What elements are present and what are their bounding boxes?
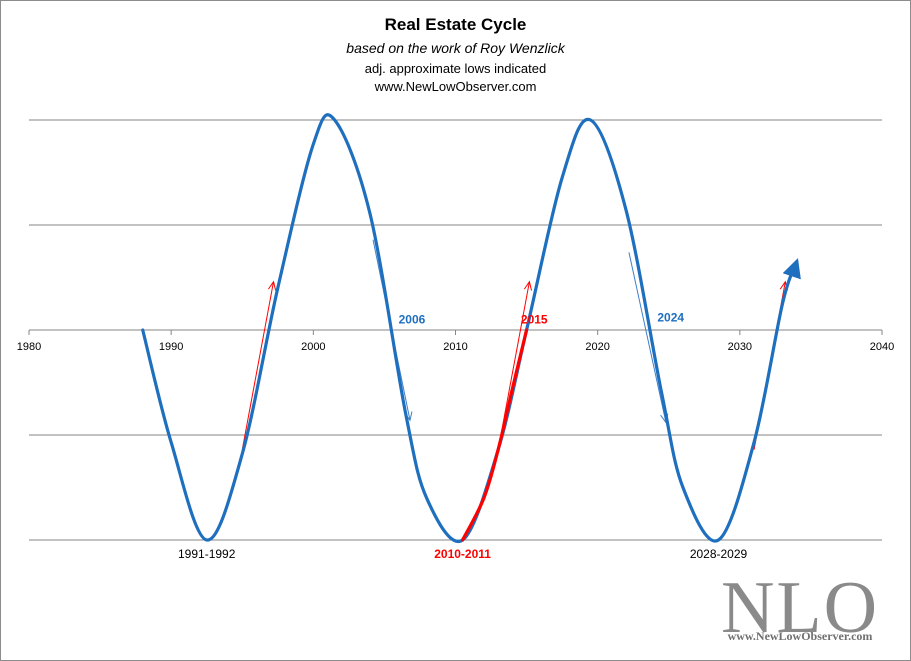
- low-label: 1991-1992: [178, 547, 236, 561]
- chart-title: Real Estate Cycle: [384, 15, 527, 34]
- cycle-line: [141, 113, 801, 544]
- year-label: 2006: [399, 313, 426, 327]
- x-tick-label: 2040: [870, 341, 894, 353]
- down-arrow-shaft: [628, 252, 667, 423]
- chart-subtitle-2: adj. approximate lows indicated: [364, 61, 547, 76]
- up-arrow: [241, 280, 277, 450]
- up-arrow-head: [268, 280, 277, 291]
- chart-website: www.NewLowObserver.com: [374, 79, 537, 94]
- low-label: 2028-2029: [690, 547, 748, 561]
- nlo-logo-url: www.NewLowObserver.com: [728, 629, 873, 643]
- chart-subtitle: based on the work of Roy Wenzlick: [346, 40, 565, 56]
- year-label: 2015: [521, 313, 548, 327]
- year-label: 2024: [657, 311, 684, 325]
- cycle-line-highlight: [461, 328, 529, 542]
- x-tick-label: 1990: [159, 341, 183, 353]
- nlo-logo-text: NLO: [721, 567, 879, 649]
- x-tick-label: 2030: [728, 341, 752, 353]
- nlo-logo: NLO www.NewLowObserver.com: [721, 567, 879, 649]
- x-tick-label: 1980: [17, 341, 41, 353]
- up-arrow-head: [523, 280, 533, 291]
- x-tick-label: 2010: [443, 341, 467, 353]
- x-tick-label: 2020: [585, 341, 609, 353]
- up-arrow-shaft: [241, 281, 275, 450]
- x-tick-label: 2000: [301, 341, 325, 353]
- low-label: 2010-2011: [434, 547, 491, 561]
